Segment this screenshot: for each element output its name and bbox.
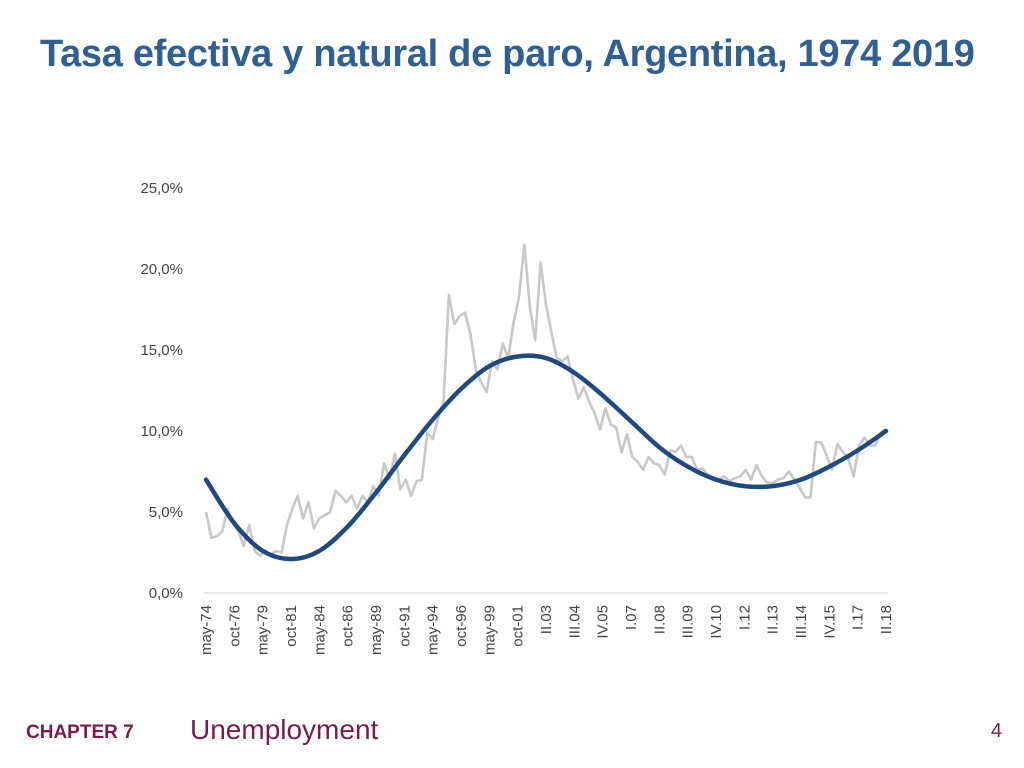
slide-footer: CHAPTER 7 Unemployment 4: [0, 712, 1024, 752]
x-tick-label: I.07: [623, 605, 640, 630]
x-tick-label: IV.10: [708, 605, 725, 639]
x-tick-label: may-94: [425, 605, 442, 655]
x-tick-label: oct-81: [283, 605, 300, 647]
slide-title: Tasa efectiva y natural de paro, Argenti…: [40, 33, 975, 75]
x-tick-label: II.13: [765, 605, 782, 634]
x-tick-label: may-84: [311, 605, 328, 655]
x-tick-label: II.18: [878, 605, 895, 634]
x-tick-label: may-89: [368, 605, 385, 655]
x-tick-label: III.04: [566, 605, 583, 638]
x-tick-label: oct-86: [340, 605, 357, 647]
x-tick-label: IV.15: [821, 605, 838, 639]
y-tick-label: 0,0%: [149, 585, 183, 602]
y-tick-label: 10,0%: [140, 423, 183, 440]
natural-rate-line: [203, 353, 889, 562]
y-tick-label: 25,0%: [140, 180, 183, 197]
unemployment-line-chart: 0,0% 5,0% 10,0% 15,0% 20,0% 25,0% may-74 oct-76…: [140, 180, 895, 655]
x-tick-label: may-79: [255, 605, 272, 655]
x-tick-label: oct-96: [453, 605, 470, 647]
chapter-label: CHAPTER 7: [26, 722, 134, 743]
x-tick-label: oct-91: [396, 605, 413, 647]
x-tick-label: II.08: [651, 605, 668, 634]
x-tick-label: oct-76: [226, 605, 243, 647]
x-tick-label: may-74: [198, 605, 215, 655]
x-tick-label: I.17: [850, 605, 867, 630]
y-tick-label: 20,0%: [140, 261, 183, 278]
x-tick-label: oct-01: [510, 605, 527, 647]
chapter-topic: Unemployment: [190, 714, 379, 745]
x-tick-label: may-99: [481, 605, 498, 655]
page-number: 4: [990, 720, 1002, 742]
y-tick-label: 5,0%: [149, 504, 183, 521]
x-tick-label: II.03: [538, 605, 555, 634]
x-tick-label: IV.05: [595, 605, 612, 639]
x-tick-label: III.09: [680, 605, 697, 638]
x-tick-label: III.14: [793, 605, 810, 638]
x-tick-label: I.12: [736, 605, 753, 630]
effective-rate-line: [204, 243, 887, 558]
y-tick-label: 15,0%: [140, 342, 183, 359]
